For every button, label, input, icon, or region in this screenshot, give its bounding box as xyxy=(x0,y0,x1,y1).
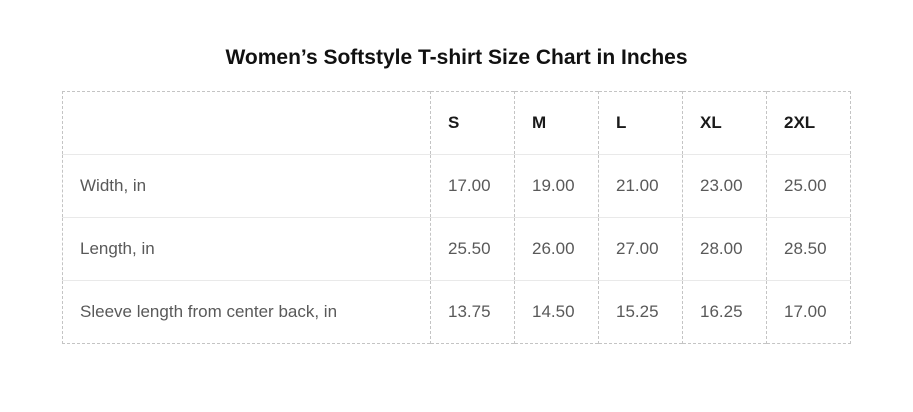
column-header-m: M xyxy=(514,91,599,155)
size-chart-table: S M L XL 2XL Width, in 17.00 19.00 21.00… xyxy=(62,91,851,344)
cell-value: 26.00 xyxy=(514,217,599,281)
column-header-empty xyxy=(63,92,431,155)
row-label: Length, in xyxy=(62,217,431,281)
header-row: S M L XL 2XL xyxy=(63,91,851,155)
cell-value: 23.00 xyxy=(682,154,767,218)
cell-value: 16.25 xyxy=(682,280,767,344)
column-header-xl: XL xyxy=(682,91,767,155)
cell-value: 17.00 xyxy=(766,280,851,344)
row-label: Sleeve length from center back, in xyxy=(62,280,431,344)
cell-value: 17.00 xyxy=(430,154,515,218)
cell-value: 28.00 xyxy=(682,217,767,281)
table-row-width: Width, in 17.00 19.00 21.00 23.00 25.00 xyxy=(62,154,851,218)
table-row-sleeve-length: Sleeve length from center back, in 13.75… xyxy=(62,280,851,344)
cell-value: 14.50 xyxy=(514,280,599,344)
cell-value: 19.00 xyxy=(514,154,599,218)
cell-value: 27.00 xyxy=(598,217,683,281)
cell-value: 25.50 xyxy=(430,217,515,281)
cell-value: 13.75 xyxy=(430,280,515,344)
column-header-s: S xyxy=(430,91,515,155)
cell-value: 25.00 xyxy=(766,154,851,218)
page-title: Women’s Softstyle T-shirt Size Chart in … xyxy=(225,46,688,69)
column-header-l: L xyxy=(598,91,683,155)
table-row-length: Length, in 25.50 26.00 27.00 28.00 28.50 xyxy=(62,217,851,281)
cell-value: 21.00 xyxy=(598,154,683,218)
cell-value: 15.25 xyxy=(598,280,683,344)
row-label: Width, in xyxy=(62,154,431,218)
cell-value: 28.50 xyxy=(766,217,851,281)
column-header-2xl: 2XL xyxy=(766,91,851,155)
